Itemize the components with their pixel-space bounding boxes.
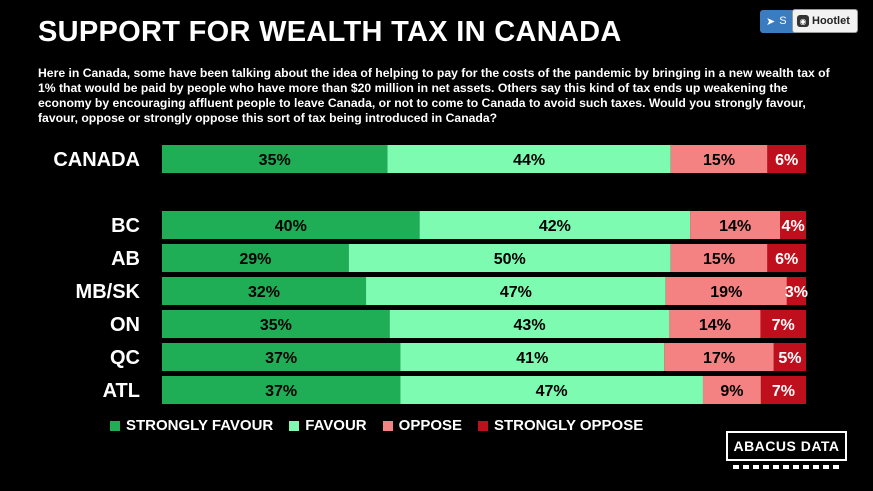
- data-label-qc-favour: 41%: [516, 350, 548, 367]
- data-label-bc-favour: 42%: [539, 218, 571, 235]
- abacus-data-logo: ABACUS DATA: [726, 431, 847, 461]
- legend-swatch: [289, 420, 300, 431]
- legend-item-strongly-favour: STRONGLY FAVOUR: [110, 417, 273, 434]
- legend-swatch: [110, 420, 120, 431]
- bar-canada-strongly-favour: [162, 145, 388, 173]
- hootlet-button[interactable]: ◉ Hootlet: [792, 9, 858, 33]
- data-label-qc-strongly-oppose: 5%: [778, 350, 801, 367]
- data-label-qc-oppose: 17%: [703, 350, 735, 367]
- bar-mb-sk-strongly-oppose: [786, 277, 806, 305]
- bar-canada-oppose: [670, 145, 768, 173]
- hootlet-label: Hootlet: [812, 15, 850, 27]
- bar-on-strongly-oppose: [760, 310, 806, 338]
- data-label-canada-strongly-oppose: 6%: [775, 152, 798, 169]
- category-label-atl: ATL: [103, 380, 140, 402]
- bar-mb-sk-strongly-favour: [162, 277, 367, 305]
- bar-ab-strongly-oppose: [767, 244, 806, 272]
- legend-label: STRONGLY OPPOSE: [494, 417, 644, 434]
- survey-question: Here in Canada, some have been talking a…: [38, 66, 830, 125]
- bar-mb-sk-oppose: [665, 277, 787, 305]
- bar-ab-oppose: [670, 244, 768, 272]
- data-label-ab-strongly-oppose: 6%: [775, 251, 798, 268]
- bar-bc-favour: [419, 211, 691, 239]
- chart-title: SUPPORT FOR WEALTH TAX IN CANADA: [38, 16, 622, 48]
- bar-bc-oppose: [690, 211, 781, 239]
- data-label-on-favour: 43%: [514, 317, 546, 334]
- data-label-mb-sk-favour: 47%: [500, 284, 532, 301]
- bar-atl-strongly-favour: [162, 376, 401, 404]
- owl-icon: ◉: [797, 15, 809, 27]
- browser-extension-toolbar: ➤ S ◉ Hootlet: [760, 9, 858, 33]
- category-label-bc: BC: [111, 215, 140, 237]
- legend-label: OPPOSE: [398, 417, 463, 434]
- bar-on-favour: [389, 310, 670, 338]
- bar-qc-favour: [400, 343, 665, 371]
- data-label-ab-strongly-favour: 29%: [239, 251, 271, 268]
- send-icon: ➤: [766, 15, 776, 28]
- data-label-ab-favour: 50%: [494, 251, 526, 268]
- legend-label: STRONGLY FAVOUR: [126, 417, 274, 434]
- data-label-canada-strongly-favour: 35%: [259, 152, 291, 169]
- data-label-canada-favour: 44%: [513, 152, 545, 169]
- legend-swatch: [478, 420, 489, 431]
- data-label-bc-strongly-favour: 40%: [275, 218, 307, 235]
- data-label-atl-favour: 47%: [536, 383, 568, 400]
- bar-on-strongly-favour: [162, 310, 390, 338]
- data-label-mb-sk-oppose: 19%: [710, 284, 742, 301]
- data-label-bc-strongly-oppose: 4%: [782, 218, 805, 235]
- bar-atl-strongly-oppose: [760, 376, 806, 404]
- data-label-on-strongly-oppose: 7%: [772, 317, 795, 334]
- data-label-mb-sk-strongly-oppose: 3%: [785, 284, 808, 301]
- bar-canada-favour: [387, 145, 671, 173]
- logo-underline: [733, 465, 840, 469]
- bar-atl-oppose: [702, 376, 761, 404]
- data-label-canada-oppose: 15%: [703, 152, 735, 169]
- bar-bc-strongly-favour: [162, 211, 420, 239]
- bar-qc-oppose: [664, 343, 774, 371]
- legend-swatch: [382, 420, 393, 431]
- chart-legend: STRONGLY FAVOUR FAVOUR OPPOSE STRONGLY OPPO…: [110, 417, 659, 434]
- bar-mb-sk-favour: [366, 277, 666, 305]
- data-label-ab-oppose: 15%: [703, 251, 735, 268]
- category-label-on: ON: [110, 314, 140, 336]
- legend-item-oppose: OPPOSE: [382, 417, 463, 434]
- legend-item-favour: FAVOUR: [289, 417, 367, 434]
- data-label-atl-strongly-oppose: 7%: [772, 383, 795, 400]
- data-label-on-strongly-favour: 35%: [260, 317, 292, 334]
- bar-ab-favour: [348, 244, 671, 272]
- share-button[interactable]: ➤ S: [760, 9, 800, 33]
- bar-canada-strongly-oppose: [767, 145, 806, 173]
- data-label-mb-sk-strongly-favour: 32%: [248, 284, 280, 301]
- bar-qc-strongly-favour: [162, 343, 401, 371]
- bar-bc-strongly-oppose: [780, 211, 806, 239]
- data-label-bc-oppose: 14%: [719, 218, 751, 235]
- category-label-mb-sk: MB/SK: [76, 281, 141, 303]
- share-button-label: S: [779, 15, 787, 27]
- category-label-qc: QC: [110, 347, 140, 369]
- bar-ab-strongly-favour: [162, 244, 349, 272]
- legend-label: FAVOUR: [305, 417, 367, 434]
- bar-on-oppose: [669, 310, 761, 338]
- data-label-atl-oppose: 9%: [720, 383, 743, 400]
- category-label-canada: CANADA: [53, 149, 140, 171]
- data-label-qc-strongly-favour: 37%: [265, 350, 297, 367]
- data-label-on-oppose: 14%: [699, 317, 731, 334]
- legend-item-strongly-oppose: STRONGLY OPPOSE: [478, 417, 643, 434]
- category-label-ab: AB: [111, 248, 140, 270]
- bar-qc-strongly-oppose: [773, 343, 806, 371]
- data-label-atl-strongly-favour: 37%: [265, 383, 297, 400]
- bar-atl-favour: [400, 376, 703, 404]
